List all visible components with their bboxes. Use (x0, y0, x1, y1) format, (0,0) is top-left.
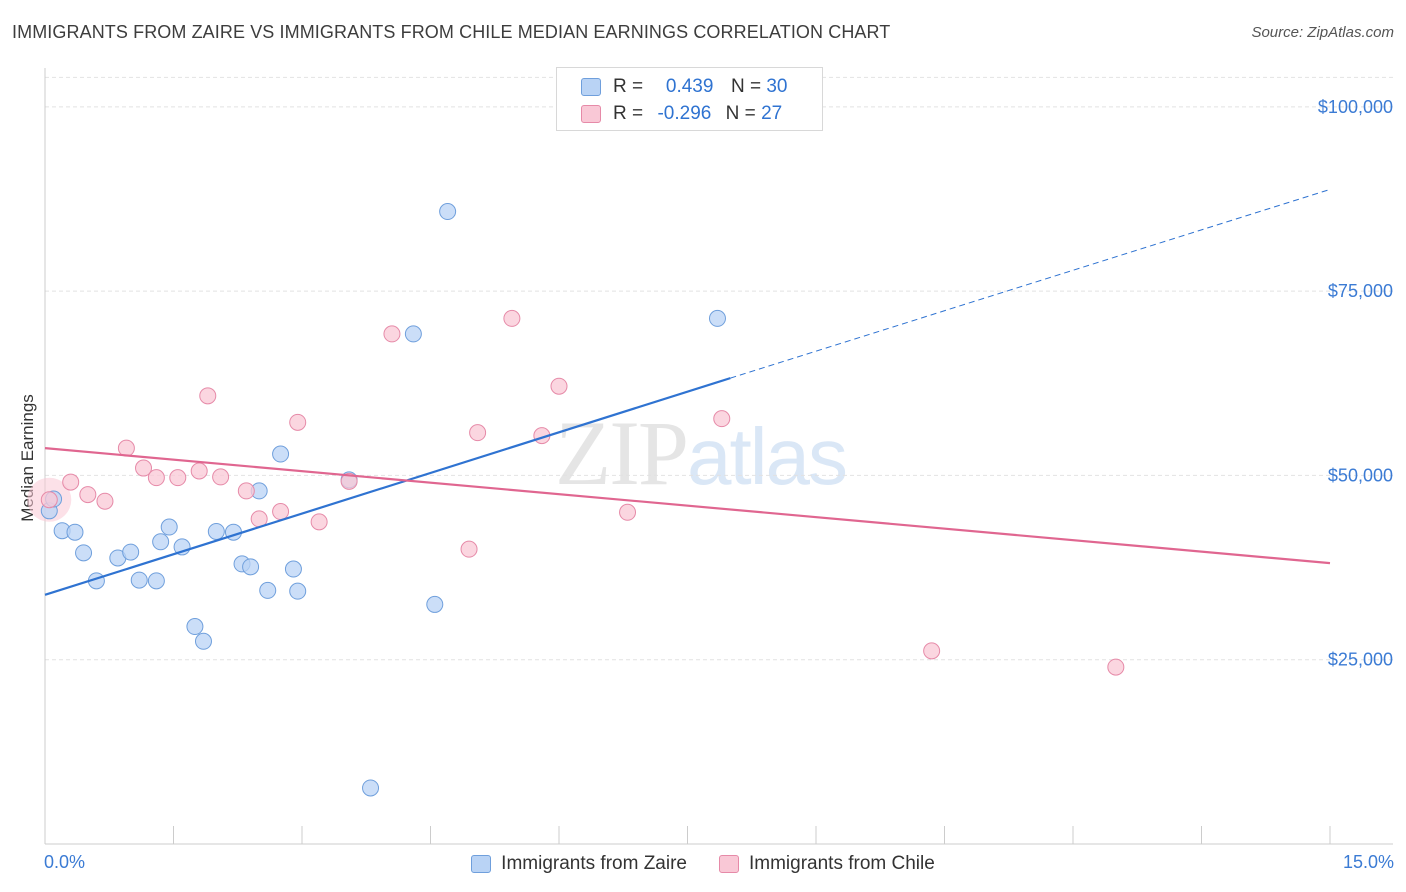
zaire-legend-swatch (471, 855, 492, 873)
chile-point (62, 473, 80, 491)
chart-title: IMMIGRANTS FROM ZAIRE VS IMMIGRANTS FROM… (12, 22, 891, 42)
chile-point (199, 387, 217, 405)
zaire-point (272, 445, 290, 463)
chile-point (460, 540, 478, 558)
zaire-swatch (581, 78, 601, 96)
x-tick-max: 15.0% (1342, 852, 1394, 872)
legend-r-value: -0.296 (657, 103, 712, 124)
zaire-point (122, 543, 140, 561)
zaire-point (194, 632, 212, 650)
zaire-point (66, 523, 84, 541)
chile-point (310, 513, 328, 531)
zaire-point (708, 309, 726, 327)
watermark-atlas: atlas (687, 412, 848, 501)
legend-row-zaire: R = 0.439 N = 30 (581, 74, 787, 100)
y-tick-label: $75,000 (1328, 281, 1393, 301)
chile-point (79, 486, 97, 504)
chile-swatch (581, 105, 601, 123)
zaire-trend-extension (730, 188, 1331, 379)
zaire-point (152, 533, 170, 551)
zaire-point (242, 558, 260, 576)
y-tick-label: $25,000 (1328, 650, 1393, 670)
chile-point (169, 469, 187, 487)
zaire-point (362, 779, 380, 797)
chile-point (237, 482, 255, 500)
chile-point (923, 642, 941, 660)
chile-point (340, 472, 358, 490)
chile-point (1107, 658, 1125, 676)
series-legend: Immigrants from Zaire Immigrants from Ch… (0, 852, 1406, 876)
zaire-point (404, 325, 422, 343)
legend-n-value: 30 (766, 76, 788, 97)
chile-point (147, 469, 165, 487)
x-tick-min: 0.0% (44, 852, 86, 872)
legend-label-chile: Immigrants from Chile (748, 853, 935, 874)
legend-n-label: N = (730, 76, 762, 97)
chile-trend-line (44, 447, 1331, 565)
chile-point (383, 325, 401, 343)
zaire-point (439, 203, 457, 221)
legend-n-value: 27 (761, 103, 783, 124)
legend-row-chile: R = -0.296 N = 27 (581, 101, 782, 127)
zaire-point (75, 544, 93, 562)
zaire-point (147, 572, 165, 590)
zaire-point (130, 571, 148, 589)
chile-point (135, 459, 153, 477)
chile-point (212, 468, 230, 486)
legend-item-chile: Immigrants from Chile (718, 853, 935, 875)
zaire-point (284, 560, 302, 578)
chile-point (713, 410, 731, 428)
legend-r-label: R = (613, 76, 644, 97)
chile-point (289, 413, 307, 431)
correlation-legend: R = 0.439 N = 30 R = -0.296 N = 27 (556, 67, 823, 131)
zaire-point (289, 582, 307, 600)
chile-point (40, 491, 58, 509)
y-tick-label: $100,000 (1318, 97, 1393, 117)
watermark-zip: ZIP (555, 402, 689, 504)
chile-point (469, 424, 487, 442)
y-tick-label: $50,000 (1328, 465, 1393, 485)
watermark: ZIPatlas (555, 400, 848, 506)
chile-point (117, 439, 135, 457)
chile-point (272, 503, 290, 521)
zaire-point (426, 595, 444, 613)
chile-point (550, 377, 568, 395)
legend-r-value: 0.439 (665, 76, 714, 97)
legend-r-label: R = (613, 103, 644, 124)
legend-item-zaire: Immigrants from Zaire (471, 853, 687, 875)
chile-point (619, 503, 637, 521)
chile-point (190, 462, 208, 480)
zaire-point (160, 518, 178, 536)
zaire-point (186, 618, 204, 636)
legend-n-label: N = (725, 103, 756, 124)
chile-legend-swatch (718, 855, 739, 873)
legend-label-zaire: Immigrants from Zaire (501, 853, 687, 874)
chile-point (503, 309, 521, 327)
zaire-trend-line (44, 377, 731, 596)
source-label: Source: ZipAtlas.com (1251, 24, 1394, 41)
chile-point (96, 492, 114, 510)
zaire-point (259, 581, 277, 599)
zaire-point (207, 522, 225, 540)
